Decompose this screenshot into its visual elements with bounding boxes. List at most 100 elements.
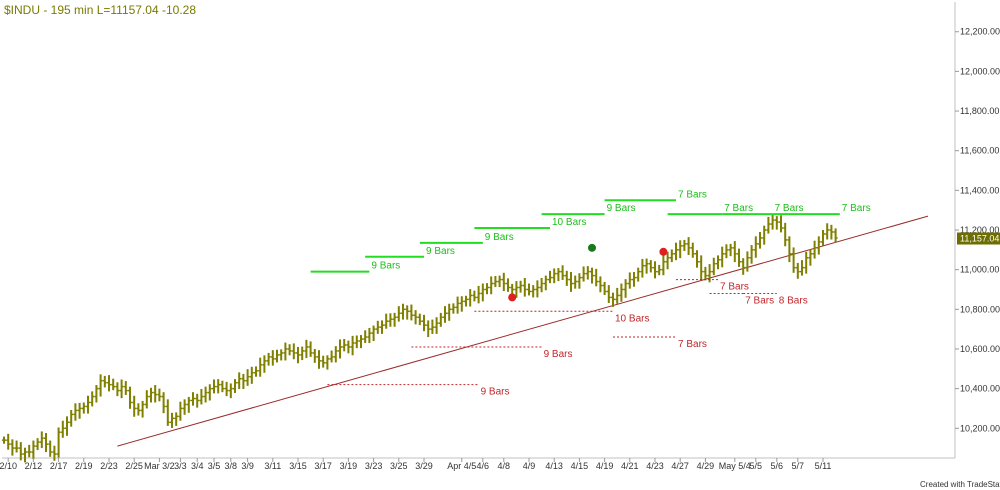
ohlc-bar [191, 392, 195, 406]
ohlc-bar [690, 242, 695, 258]
ohlc-bar [10, 439, 15, 456]
ohlc-bar [140, 400, 145, 418]
ohlc-bar [632, 272, 636, 287]
ohlc-bar [224, 381, 229, 397]
ohlc-bar [65, 416, 69, 436]
x-tick-label: Apr 4/5 [447, 461, 476, 471]
ohlc-bar [795, 262, 800, 279]
ohlc-bar [367, 327, 372, 344]
y-tick-label: 10,600.00 [960, 344, 1000, 354]
ohlc-bar [102, 375, 107, 388]
ohlc-bar [207, 384, 212, 401]
ohlc-bar [489, 276, 494, 295]
ohlc-bar [203, 386, 208, 403]
ohlc-bar [212, 379, 216, 394]
ohlc-bar [417, 313, 422, 326]
ohlc-bar [69, 410, 74, 427]
ohlc-bar [329, 350, 334, 363]
x-tick-label: 4/29 [697, 461, 715, 471]
ohlc-bar [338, 339, 342, 359]
ohlc-bar [266, 352, 271, 366]
ohlc-bar [60, 420, 65, 438]
ohlc-bar [459, 296, 464, 312]
ohlc-bar [86, 395, 90, 414]
zigzag-layer: 9 Bars 9 Bars 9 Bars 10 Bars 9 Bars 7 Bars 7 B… [310, 189, 871, 398]
ohlc-bar [275, 349, 279, 363]
x-tick-label: 3/5 [208, 461, 221, 471]
ohlc-bar [56, 427, 61, 458]
y-tick-label: 12,200.00 [960, 27, 1000, 37]
x-tick-label: 4/13 [545, 461, 563, 471]
ohlc-bar [720, 246, 725, 268]
last-price-box-bg [957, 232, 1000, 245]
x-tick-label: 5/11 [815, 461, 832, 471]
x-tick-label: 3/8 [225, 461, 238, 471]
ohlc-bar [678, 240, 683, 259]
ohlc-bar [476, 285, 481, 304]
ohlc-bar [552, 268, 557, 284]
ohlc-bar [157, 388, 162, 402]
ohlc-bar [749, 245, 754, 264]
ohlc-bar [800, 260, 804, 276]
x-tick-label: May 5/4 [719, 461, 751, 471]
ohlc-bar [132, 395, 137, 417]
ohlc-bar [598, 276, 603, 293]
ohlc-bar [115, 382, 120, 397]
ohlc-bar [199, 389, 204, 405]
x-tick-label: 3/11 [264, 461, 281, 471]
ohlc-bar [669, 249, 674, 263]
ohlc-bar [648, 260, 653, 273]
x-tick-label: 4/27 [671, 461, 689, 471]
ohlc-bar [35, 438, 40, 451]
ohlc-bar [531, 285, 536, 298]
y-tick-label: 11,200.00 [960, 225, 999, 235]
ohlc-bar [623, 279, 628, 298]
ohlc-bar [585, 266, 590, 280]
x-tick-label: Mar 3/2 [144, 461, 175, 471]
ohlc-bar [506, 278, 510, 292]
x-tick-label: 3/17 [314, 461, 332, 471]
ohlc-bar [291, 343, 296, 360]
ohlc-bar [422, 314, 426, 332]
ohlc-bar [732, 241, 737, 263]
zigzag-up-label: 9 Bars [485, 232, 514, 243]
ohlc-bar [539, 277, 544, 293]
zigzag-down-label: 8 Bars [779, 295, 808, 306]
y-tick-label: 11,400.00 [960, 185, 999, 195]
zigzag-down-label: 7 Bars [720, 282, 749, 293]
ohlc-bar [346, 340, 351, 354]
zigzag-down-label: 7 Bars [678, 339, 707, 350]
last-price-box: 11,157.04 [957, 232, 1000, 245]
ohlc-bar [123, 381, 128, 395]
ohlc-bar [665, 251, 670, 270]
ohlc-bar [438, 312, 443, 327]
ohlc-bar [304, 339, 309, 359]
x-tick-label: 5/6 [771, 461, 784, 471]
x-tick-label: 3/29 [415, 461, 433, 471]
ohlc-bar [657, 264, 662, 276]
ohlc-bar [333, 346, 338, 363]
last-price-label: 11,157.04 [960, 234, 999, 244]
ohlc-bar [518, 280, 523, 293]
x-tick-label: 2/25 [125, 461, 143, 471]
ohlc-bar [27, 444, 32, 458]
ohlc-bar [195, 393, 200, 408]
ohlc-bar [405, 305, 410, 320]
ohlc-bar [737, 248, 741, 267]
ohlc-bar [816, 236, 821, 255]
ohlc-bar [821, 230, 825, 246]
ohlc-bar [779, 215, 783, 233]
ohlc-bar [165, 399, 170, 426]
ohlc-bar [375, 320, 380, 334]
pivot-marker [659, 247, 668, 256]
ohlc-bar [783, 222, 788, 247]
zigzag-down-label: 9 Bars [481, 387, 510, 398]
x-tick-label: 3/4 [191, 461, 204, 471]
ohlc-bar [178, 401, 183, 421]
ohlc-bar [543, 275, 548, 291]
ohlc-bar [14, 440, 19, 453]
ohlc-bar [128, 386, 132, 409]
y-axis: 10,200.00 10,400.00 10,600.00 10,800.00 11,0… [955, 27, 1000, 433]
ohlc-bar [619, 283, 624, 302]
ohlc-bar [216, 379, 221, 394]
